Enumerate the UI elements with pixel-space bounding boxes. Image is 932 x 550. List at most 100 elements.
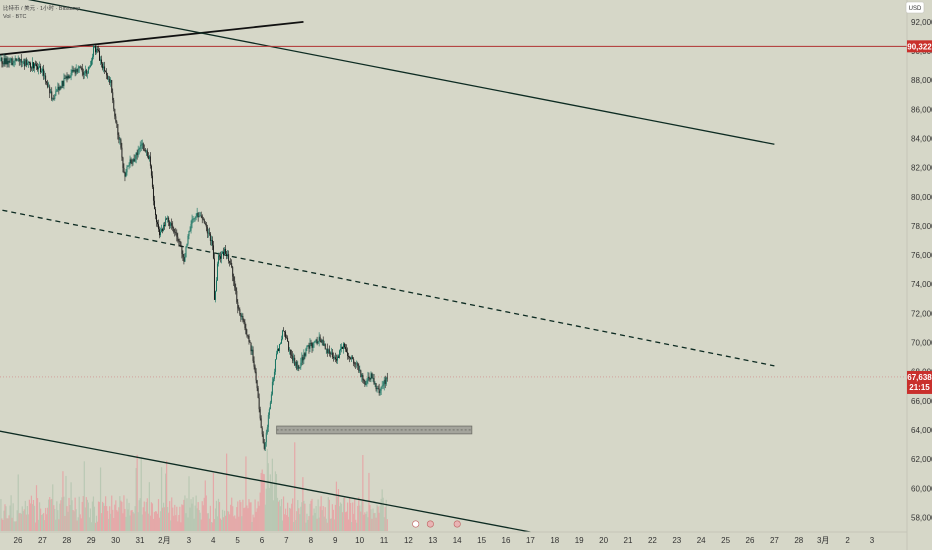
candle-body bbox=[69, 77, 71, 79]
candle-body bbox=[88, 66, 90, 68]
time-tick-label: 2月 bbox=[158, 536, 170, 545]
candle-body bbox=[343, 343, 344, 349]
candle-body bbox=[311, 343, 313, 348]
volume-bar bbox=[274, 471, 277, 531]
candle-body bbox=[194, 217, 196, 219]
volume-bar bbox=[373, 513, 375, 531]
volume-bar bbox=[101, 501, 104, 531]
candle-body bbox=[360, 370, 362, 378]
candle-body bbox=[22, 61, 24, 63]
volume-bar bbox=[376, 505, 378, 531]
candle-body bbox=[198, 216, 200, 217]
volume-bar bbox=[255, 511, 257, 531]
volume-bar bbox=[115, 500, 117, 531]
time-tick-label: 3月 bbox=[817, 536, 829, 545]
volume-bar bbox=[108, 518, 110, 531]
candle-body bbox=[79, 66, 81, 68]
candle-body bbox=[55, 91, 57, 96]
volume-bar bbox=[70, 482, 72, 531]
time-tick-label: 28 bbox=[794, 536, 803, 545]
volume-bar bbox=[273, 482, 276, 531]
volume-bar bbox=[66, 506, 68, 531]
volume-bar bbox=[318, 517, 320, 531]
volume-bar bbox=[385, 499, 387, 531]
time-tick-label: 4 bbox=[211, 536, 216, 545]
time-tick-label: 27 bbox=[770, 536, 779, 545]
candle-body bbox=[366, 380, 368, 384]
volume-bar bbox=[332, 509, 334, 531]
candle-body bbox=[117, 124, 119, 135]
volume-bar bbox=[281, 520, 284, 531]
time-tick-label: 14 bbox=[453, 536, 462, 545]
price-tick-label: 86,000 bbox=[911, 105, 932, 114]
candle-body bbox=[60, 86, 62, 88]
candle-body bbox=[142, 143, 144, 150]
candle-body bbox=[63, 78, 65, 86]
volume-bar bbox=[55, 519, 57, 531]
volume-bar bbox=[335, 481, 338, 531]
volume-bar bbox=[54, 509, 56, 531]
time-tick-label: 17 bbox=[526, 536, 535, 545]
volume-bar bbox=[341, 512, 344, 531]
volume-bar bbox=[329, 518, 331, 531]
price-tick-label: 62,000 bbox=[911, 455, 932, 464]
candle-body bbox=[50, 91, 52, 94]
volume-bar bbox=[199, 512, 201, 531]
candle-body bbox=[74, 70, 76, 74]
volume-bar bbox=[95, 515, 98, 531]
volume-bar bbox=[374, 512, 376, 531]
candle-body bbox=[23, 61, 25, 67]
candle-body bbox=[364, 381, 366, 385]
candle-body bbox=[277, 349, 278, 354]
volume-bar bbox=[275, 474, 278, 531]
candle-body bbox=[78, 66, 80, 69]
volume-bar bbox=[188, 476, 190, 531]
volume-bar bbox=[112, 509, 114, 531]
candle-body bbox=[147, 155, 149, 159]
volume-bar bbox=[91, 501, 94, 531]
volume-bar bbox=[386, 519, 388, 531]
candle-body bbox=[335, 359, 337, 361]
candle-body bbox=[305, 348, 307, 356]
candle-body bbox=[370, 373, 372, 380]
volume-bar bbox=[129, 515, 131, 531]
legend-title: 比特币 / 美元 · 1小时 · Bitstamp bbox=[3, 4, 80, 12]
volume-bar bbox=[99, 467, 102, 531]
volume-bar bbox=[71, 500, 73, 531]
candle-body bbox=[331, 352, 333, 358]
volume-bar bbox=[167, 507, 169, 531]
currency-button[interactable]: USD bbox=[905, 1, 925, 14]
candle-body bbox=[133, 159, 135, 162]
candle-body bbox=[90, 60, 92, 66]
candle-body bbox=[118, 134, 120, 140]
candle-body bbox=[44, 75, 46, 77]
candle-body bbox=[91, 56, 93, 61]
volume-bar bbox=[214, 508, 217, 531]
volume-bar bbox=[185, 513, 187, 531]
event-markers bbox=[412, 520, 461, 528]
volume-bar bbox=[375, 517, 377, 531]
candle-body bbox=[51, 91, 53, 100]
candle-body bbox=[31, 62, 33, 69]
volume-bar bbox=[50, 499, 52, 531]
volume-bar bbox=[82, 496, 84, 531]
volume-bar bbox=[136, 454, 138, 531]
candle-body bbox=[218, 255, 219, 264]
volume-bar bbox=[134, 506, 136, 531]
time-axis[interactable]: 26 27 28 29 30 31 2月 3 4 5 6 7 8 9 10 11 12 13 14 15 16 17 18 1… bbox=[14, 536, 875, 545]
volume-bar bbox=[33, 505, 36, 531]
volume-bar bbox=[314, 512, 316, 531]
candle-body bbox=[263, 443, 265, 449]
candle-body bbox=[94, 46, 95, 47]
candle-body bbox=[8, 60, 10, 63]
candle-body bbox=[243, 320, 245, 323]
candle-body bbox=[114, 108, 116, 117]
candle-body bbox=[354, 363, 356, 365]
candle-body bbox=[53, 98, 55, 100]
candle-body bbox=[299, 367, 301, 369]
volume-bar bbox=[360, 511, 362, 531]
candle-body bbox=[346, 349, 348, 353]
volume-bar bbox=[309, 503, 311, 531]
time-tick-label: 5 bbox=[235, 536, 240, 545]
